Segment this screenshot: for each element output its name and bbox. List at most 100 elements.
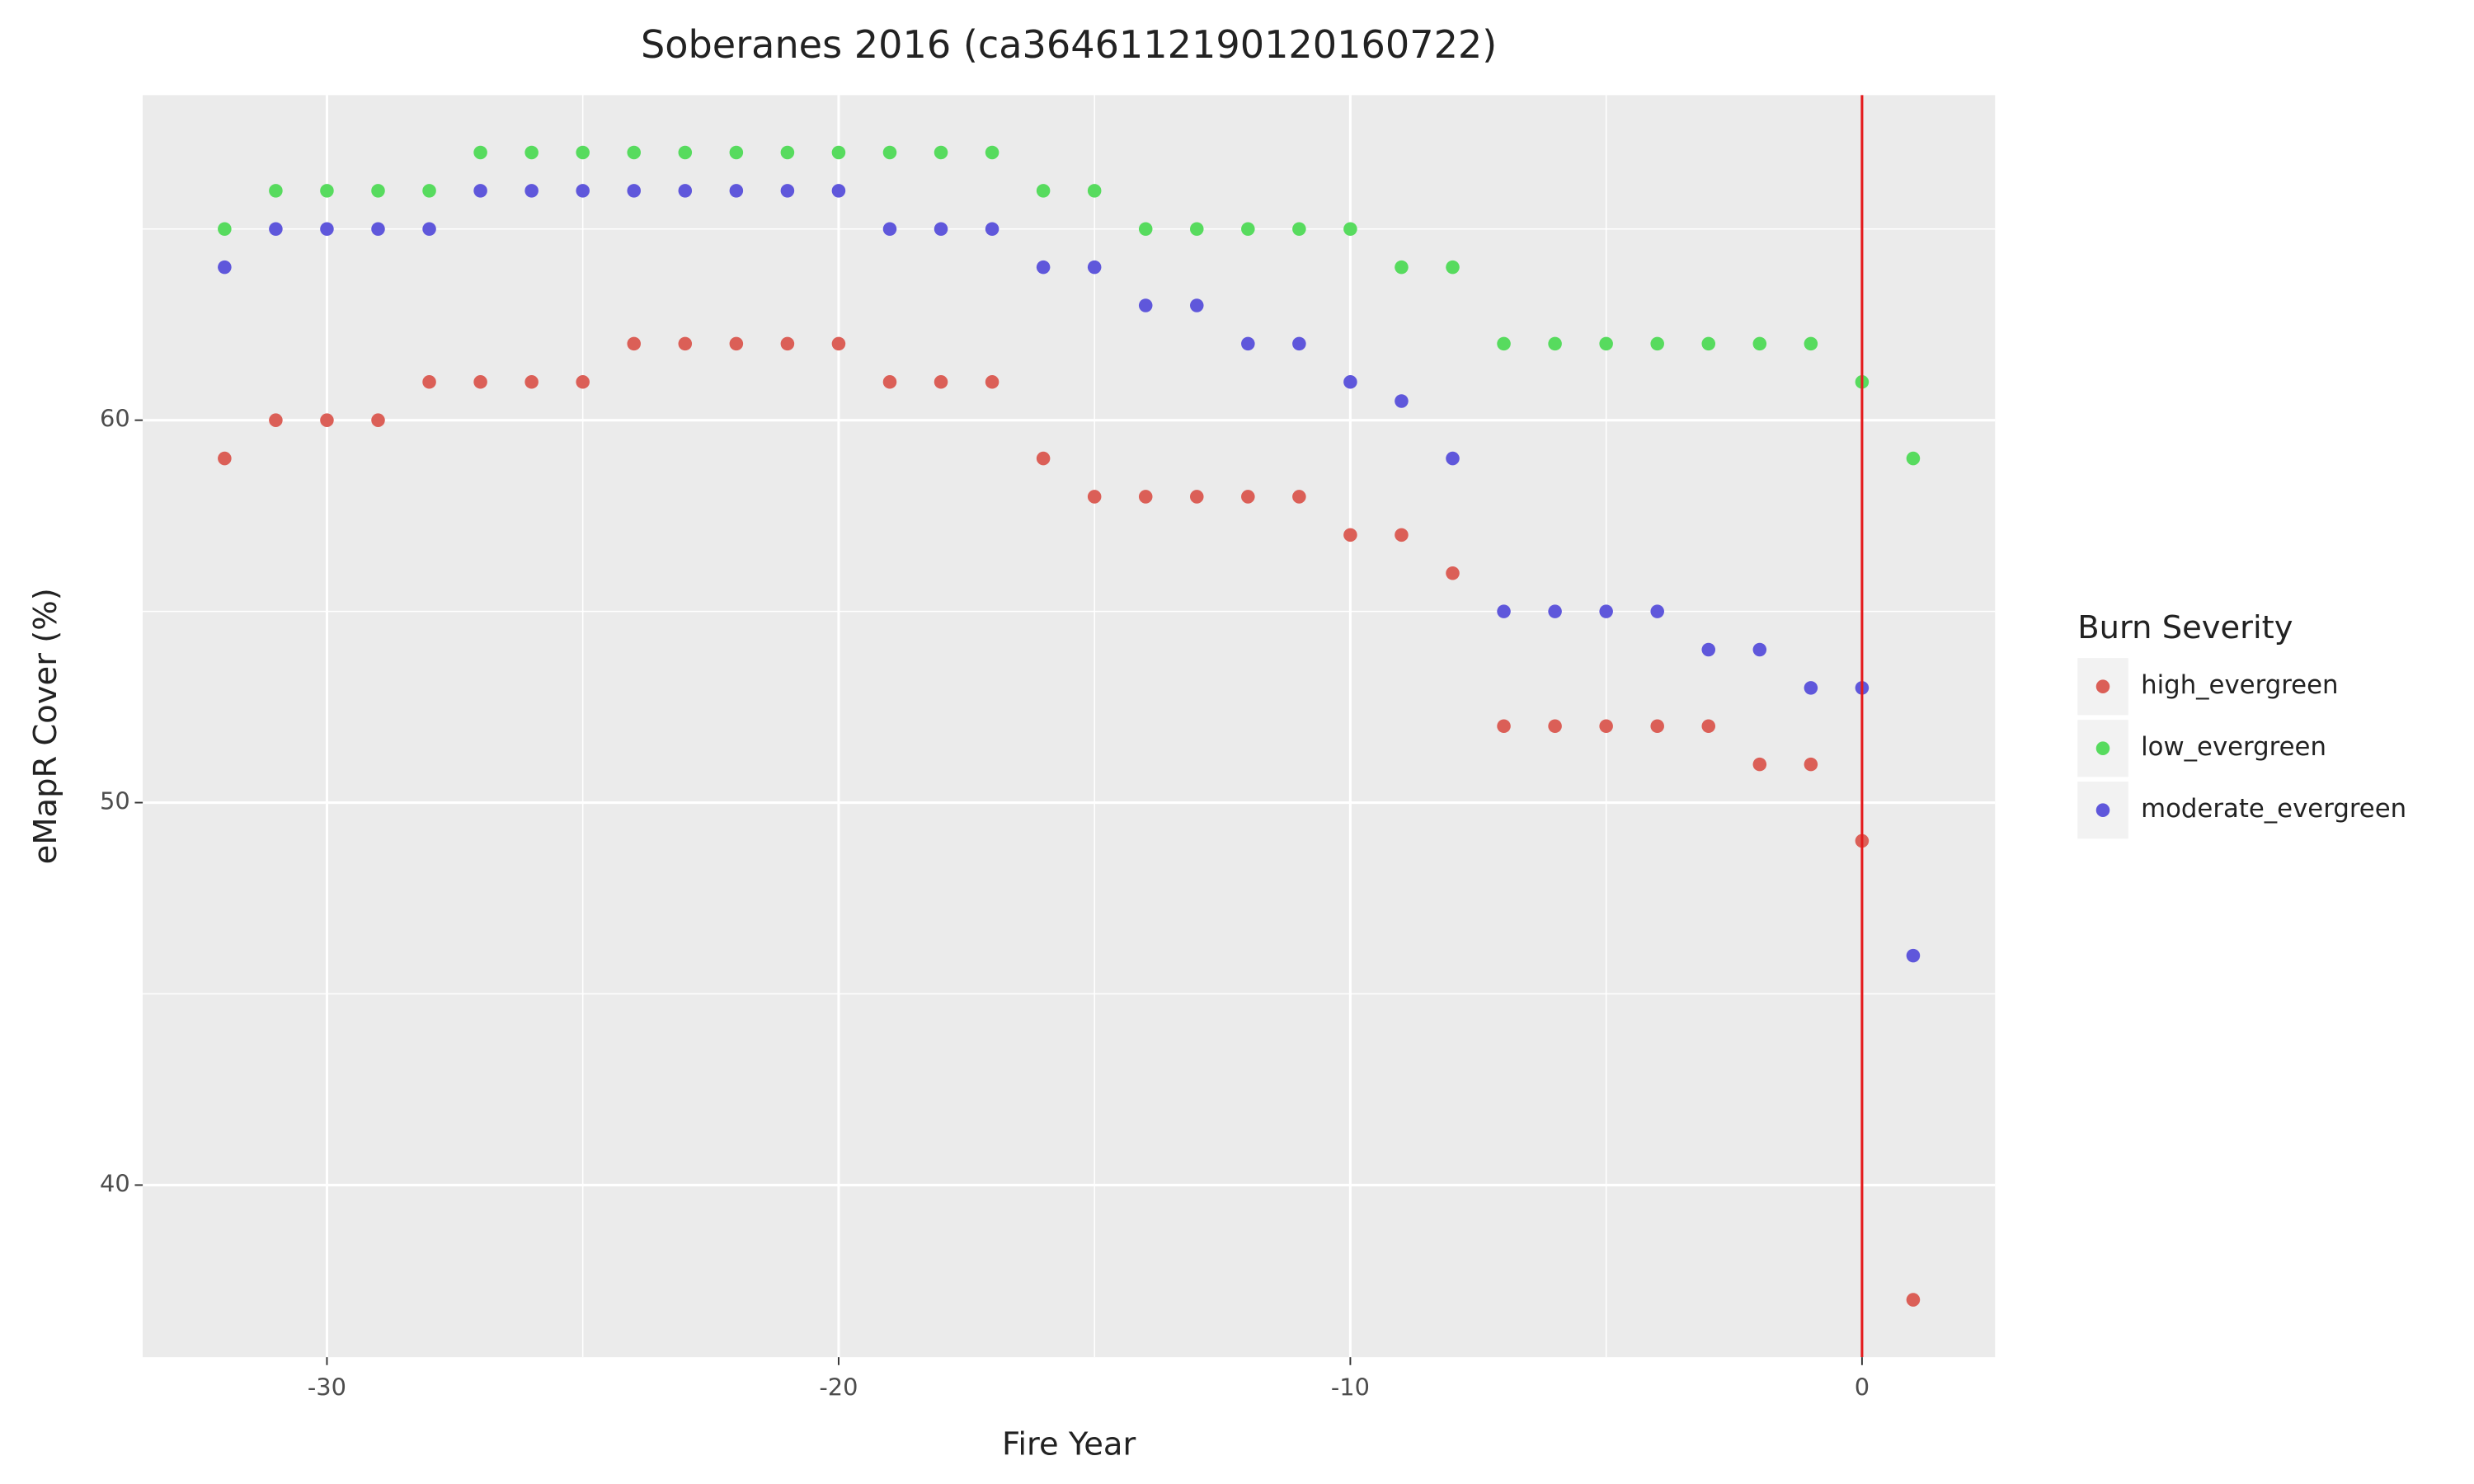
point	[1292, 222, 1306, 237]
point	[1343, 528, 1357, 542]
point	[1036, 184, 1051, 198]
point	[1190, 298, 1204, 312]
point	[934, 222, 948, 237]
point	[1497, 336, 1511, 351]
point	[1548, 604, 1562, 618]
point	[1599, 604, 1613, 618]
point	[1190, 490, 1204, 504]
point	[320, 413, 334, 427]
point	[1701, 336, 1716, 351]
point	[576, 375, 590, 389]
point	[882, 375, 897, 389]
plot-panel	[143, 95, 1996, 1358]
x-axis-label: Fire Year	[1002, 1425, 1136, 1463]
point	[269, 413, 283, 427]
point	[678, 184, 693, 198]
point	[729, 184, 744, 198]
x-tick-label: -10	[1331, 1374, 1370, 1402]
point	[218, 260, 232, 275]
point	[1906, 451, 1921, 466]
point	[780, 145, 795, 160]
point	[831, 184, 846, 198]
point	[320, 222, 334, 237]
point	[524, 184, 539, 198]
point	[1906, 1293, 1921, 1307]
point	[831, 145, 846, 160]
point	[780, 184, 795, 198]
point	[422, 375, 436, 389]
y-tick-label: 40	[100, 1169, 130, 1197]
y-tick-label: 60	[100, 405, 130, 433]
x-tick-label: -20	[819, 1374, 858, 1402]
point	[1548, 719, 1562, 734]
point	[473, 375, 487, 389]
point	[1701, 642, 1716, 657]
point	[1087, 184, 1102, 198]
point	[729, 145, 744, 160]
point	[831, 336, 846, 351]
point	[934, 145, 948, 160]
legend-label: low_evergreen	[2141, 732, 2326, 762]
point	[627, 184, 642, 198]
legend-title: Burn Severity	[2077, 609, 2293, 646]
point	[1036, 260, 1051, 275]
point	[524, 375, 539, 389]
point	[985, 145, 999, 160]
point	[934, 375, 948, 389]
point	[473, 184, 487, 198]
point	[1497, 719, 1511, 734]
point	[1395, 394, 1409, 408]
point	[1804, 681, 1818, 695]
point	[371, 413, 385, 427]
point	[1701, 719, 1716, 734]
point	[320, 184, 334, 198]
point	[1292, 336, 1306, 351]
point	[1650, 604, 1664, 618]
point	[371, 222, 385, 237]
legend-label: high_evergreen	[2141, 670, 2338, 700]
legend-marker	[2095, 803, 2110, 817]
point	[1752, 336, 1767, 351]
point	[1241, 336, 1255, 351]
point	[218, 222, 232, 237]
x-tick-label: -30	[308, 1374, 346, 1402]
point	[1087, 260, 1102, 275]
point	[576, 145, 590, 160]
point	[1138, 222, 1153, 237]
point	[1752, 642, 1767, 657]
point	[1395, 260, 1409, 275]
point	[1650, 719, 1664, 734]
chart-title: Soberanes 2016 (ca3646112190120160722)	[641, 22, 1497, 67]
point	[422, 222, 436, 237]
point	[371, 184, 385, 198]
point	[422, 184, 436, 198]
point	[1241, 490, 1255, 504]
point	[1804, 336, 1818, 351]
point	[1036, 451, 1051, 466]
point	[1138, 490, 1153, 504]
point	[985, 222, 999, 237]
point	[1446, 260, 1460, 275]
point	[1446, 451, 1460, 466]
legend-label: moderate_evergreen	[2141, 794, 2406, 824]
point	[1138, 298, 1153, 312]
point	[218, 451, 232, 466]
point	[780, 336, 795, 351]
point	[882, 222, 897, 237]
x-tick-label: 0	[1855, 1374, 1870, 1402]
point	[1343, 375, 1357, 389]
point	[1292, 490, 1306, 504]
point	[1804, 757, 1818, 772]
point	[1599, 719, 1613, 734]
point	[1343, 222, 1357, 237]
point	[627, 145, 642, 160]
point	[678, 336, 693, 351]
point	[882, 145, 897, 160]
point	[576, 184, 590, 198]
point	[524, 145, 539, 160]
y-axis-label: eMapR Cover (%)	[27, 588, 64, 864]
point	[1752, 757, 1767, 772]
point	[473, 145, 487, 160]
point	[1497, 604, 1511, 618]
point	[1906, 948, 1921, 963]
